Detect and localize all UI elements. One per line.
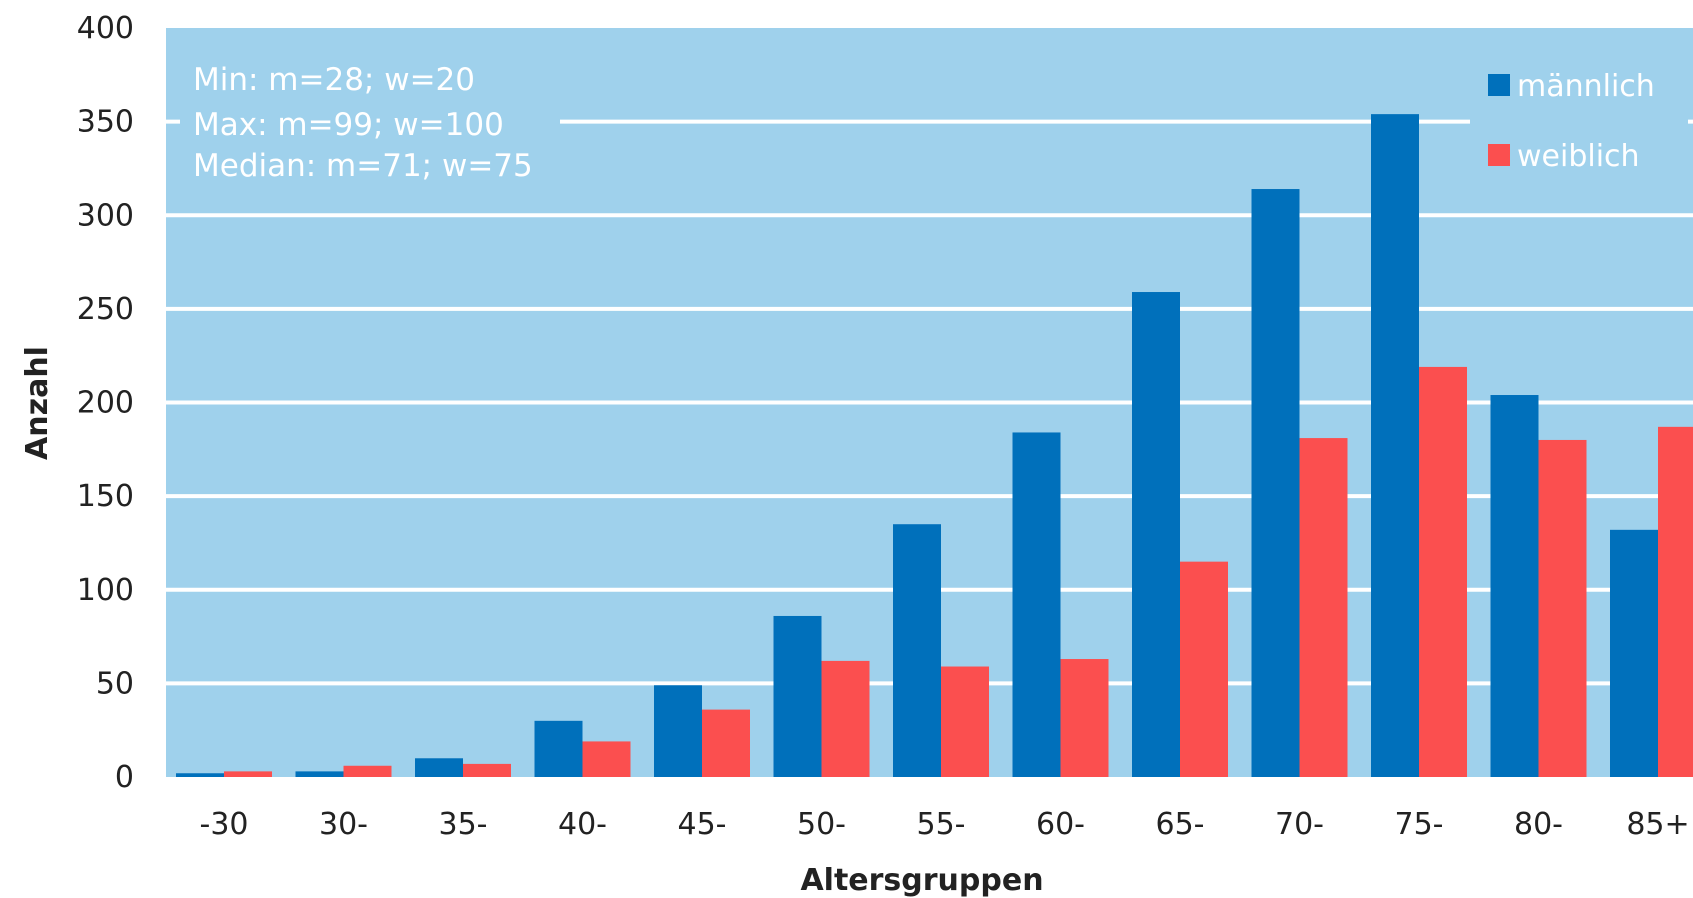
bar-weiblich xyxy=(463,763,511,777)
bar-maennlich xyxy=(1012,432,1061,777)
y-tick-label: 150 xyxy=(77,479,134,514)
legend-swatch xyxy=(1488,74,1510,96)
legend-label: männlich xyxy=(1517,69,1655,104)
y-tick-label: 50 xyxy=(96,666,134,701)
bar-weiblich xyxy=(582,741,631,777)
y-axis-ticks: 0 50 100 150 200 250 300 350 400 xyxy=(77,11,134,795)
y-tick-label: 300 xyxy=(77,198,134,233)
x-tick-label: 65- xyxy=(1156,807,1205,842)
x-tick-label: 45- xyxy=(678,807,727,842)
x-tick-label: 35- xyxy=(439,807,488,842)
y-axis-title: Anzahl xyxy=(20,346,55,460)
x-tick-label: 40- xyxy=(558,807,607,842)
x-axis-ticks: -30 30- 35- 40- 45- 50- 55- 60- 65- 70- 75- 80- 85+ xyxy=(200,807,1690,842)
bar-weiblich xyxy=(1419,366,1467,777)
bar-maennlich xyxy=(1490,395,1539,777)
bar-weiblich xyxy=(1538,439,1587,777)
bar-weiblich xyxy=(1060,659,1109,777)
bars xyxy=(176,114,1693,777)
stats-median: Median: m=71; w=75 xyxy=(193,148,533,184)
x-tick-label: 70- xyxy=(1275,807,1324,842)
x-tick-label: 80- xyxy=(1514,807,1563,842)
x-tick-label: -30 xyxy=(200,807,249,842)
stats-annotation: Min: m=28; w=20 Max: m=99; w=100 Median:… xyxy=(180,60,560,185)
x-tick-label: 85+ xyxy=(1626,807,1689,842)
bar-weiblich xyxy=(821,660,870,777)
bar-weiblich xyxy=(224,771,272,777)
x-axis-title: Altersgruppen xyxy=(800,863,1043,898)
legend: männlich weiblich xyxy=(1470,58,1688,193)
bar-maennlich xyxy=(1610,529,1658,777)
y-tick-label: 100 xyxy=(77,573,134,608)
bar-maennlich xyxy=(534,720,583,777)
bar-maennlich xyxy=(893,524,941,777)
stats-max: Max: m=99; w=100 xyxy=(193,107,504,143)
bar-maennlich xyxy=(295,771,344,777)
x-tick-label: 75- xyxy=(1395,807,1444,842)
bar-maennlich xyxy=(654,685,702,777)
x-tick-label: 30- xyxy=(319,807,368,842)
x-tick-label: 60- xyxy=(1036,807,1085,842)
bar-maennlich xyxy=(1132,292,1180,777)
y-tick-label: 350 xyxy=(77,105,134,140)
bar-weiblich xyxy=(941,666,989,777)
y-tick-label: 0 xyxy=(115,760,134,795)
x-tick-label: 55- xyxy=(917,807,966,842)
bar-weiblich xyxy=(1299,438,1348,777)
bar-maennlich xyxy=(415,758,463,777)
bar-weiblich xyxy=(343,765,392,777)
y-tick-label: 200 xyxy=(77,386,134,421)
bar-maennlich xyxy=(773,615,822,777)
bar-weiblich xyxy=(1180,561,1228,777)
bar-maennlich xyxy=(1371,114,1419,777)
legend-swatch xyxy=(1488,144,1510,166)
bar-weiblich xyxy=(1658,426,1693,777)
stats-background xyxy=(180,60,560,185)
legend-label: weiblich xyxy=(1517,139,1640,174)
bar-maennlich xyxy=(176,773,224,777)
y-tick-label: 250 xyxy=(77,292,134,327)
bar-weiblich xyxy=(702,709,750,777)
x-tick-label: 50- xyxy=(797,807,846,842)
y-tick-label: 400 xyxy=(77,11,134,46)
stats-min: Min: m=28; w=20 xyxy=(193,62,475,98)
bar-maennlich xyxy=(1251,189,1300,777)
